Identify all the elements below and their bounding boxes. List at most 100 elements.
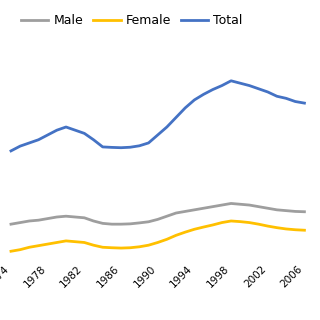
Male	[275, 208, 279, 212]
Female	[174, 233, 178, 237]
Male	[46, 217, 50, 220]
Total	[9, 149, 13, 153]
Female	[238, 220, 242, 224]
Female	[202, 225, 205, 229]
Total	[275, 94, 279, 98]
Total	[18, 144, 22, 148]
Male	[202, 206, 205, 210]
Male	[92, 219, 95, 223]
Legend: Male, Female, Total: Male, Female, Total	[16, 10, 248, 32]
Male	[165, 214, 169, 218]
Total	[110, 146, 114, 149]
Male	[28, 219, 31, 223]
Male	[73, 215, 77, 219]
Male	[138, 221, 141, 225]
Male	[55, 215, 59, 219]
Female	[147, 243, 150, 247]
Male	[229, 202, 233, 205]
Female	[73, 240, 77, 244]
Total	[183, 106, 187, 110]
Total	[64, 125, 68, 129]
Female	[183, 230, 187, 234]
Male	[128, 222, 132, 226]
Total	[257, 87, 260, 91]
Female	[18, 248, 22, 252]
Male	[64, 214, 68, 218]
Female	[9, 249, 13, 253]
Female	[275, 226, 279, 229]
Male	[211, 205, 215, 209]
Female	[28, 245, 31, 249]
Total	[138, 144, 141, 148]
Total	[202, 92, 205, 96]
Total	[302, 101, 306, 105]
Male	[147, 220, 150, 224]
Total	[266, 90, 270, 94]
Total	[165, 125, 169, 129]
Female	[101, 245, 105, 249]
Male	[238, 202, 242, 206]
Male	[302, 210, 306, 214]
Female	[55, 241, 59, 244]
Total	[92, 138, 95, 142]
Total	[101, 145, 105, 149]
Total	[28, 141, 31, 145]
Male	[174, 211, 178, 215]
Female	[119, 246, 123, 250]
Total	[293, 100, 297, 103]
Female	[247, 221, 251, 225]
Female	[128, 246, 132, 250]
Male	[18, 221, 22, 225]
Line: Male: Male	[11, 204, 304, 224]
Female	[92, 243, 95, 247]
Female	[220, 221, 224, 225]
Female	[83, 241, 86, 244]
Total	[128, 145, 132, 149]
Male	[266, 206, 270, 210]
Total	[55, 128, 59, 132]
Female	[211, 223, 215, 227]
Male	[110, 222, 114, 226]
Male	[83, 216, 86, 220]
Male	[101, 221, 105, 225]
Male	[183, 210, 187, 213]
Male	[156, 218, 160, 221]
Total	[192, 98, 196, 102]
Total	[238, 81, 242, 85]
Total	[73, 128, 77, 132]
Total	[247, 84, 251, 87]
Total	[83, 132, 86, 135]
Female	[46, 242, 50, 246]
Male	[36, 218, 40, 222]
Total	[156, 133, 160, 137]
Male	[9, 222, 13, 226]
Female	[293, 228, 297, 232]
Female	[36, 244, 40, 248]
Female	[138, 245, 141, 249]
Female	[64, 239, 68, 243]
Male	[247, 203, 251, 207]
Total	[36, 138, 40, 142]
Total	[220, 84, 224, 87]
Female	[156, 241, 160, 244]
Male	[220, 203, 224, 207]
Female	[284, 227, 288, 231]
Male	[293, 210, 297, 213]
Total	[119, 146, 123, 150]
Female	[192, 227, 196, 231]
Total	[147, 141, 150, 145]
Total	[174, 116, 178, 119]
Female	[165, 237, 169, 241]
Line: Total: Total	[11, 81, 304, 151]
Line: Female: Female	[11, 221, 304, 251]
Total	[229, 79, 233, 83]
Total	[284, 96, 288, 100]
Total	[211, 88, 215, 92]
Male	[119, 222, 123, 226]
Female	[229, 219, 233, 223]
Male	[284, 209, 288, 212]
Male	[192, 208, 196, 212]
Female	[266, 224, 270, 228]
Male	[257, 205, 260, 209]
Total	[46, 133, 50, 137]
